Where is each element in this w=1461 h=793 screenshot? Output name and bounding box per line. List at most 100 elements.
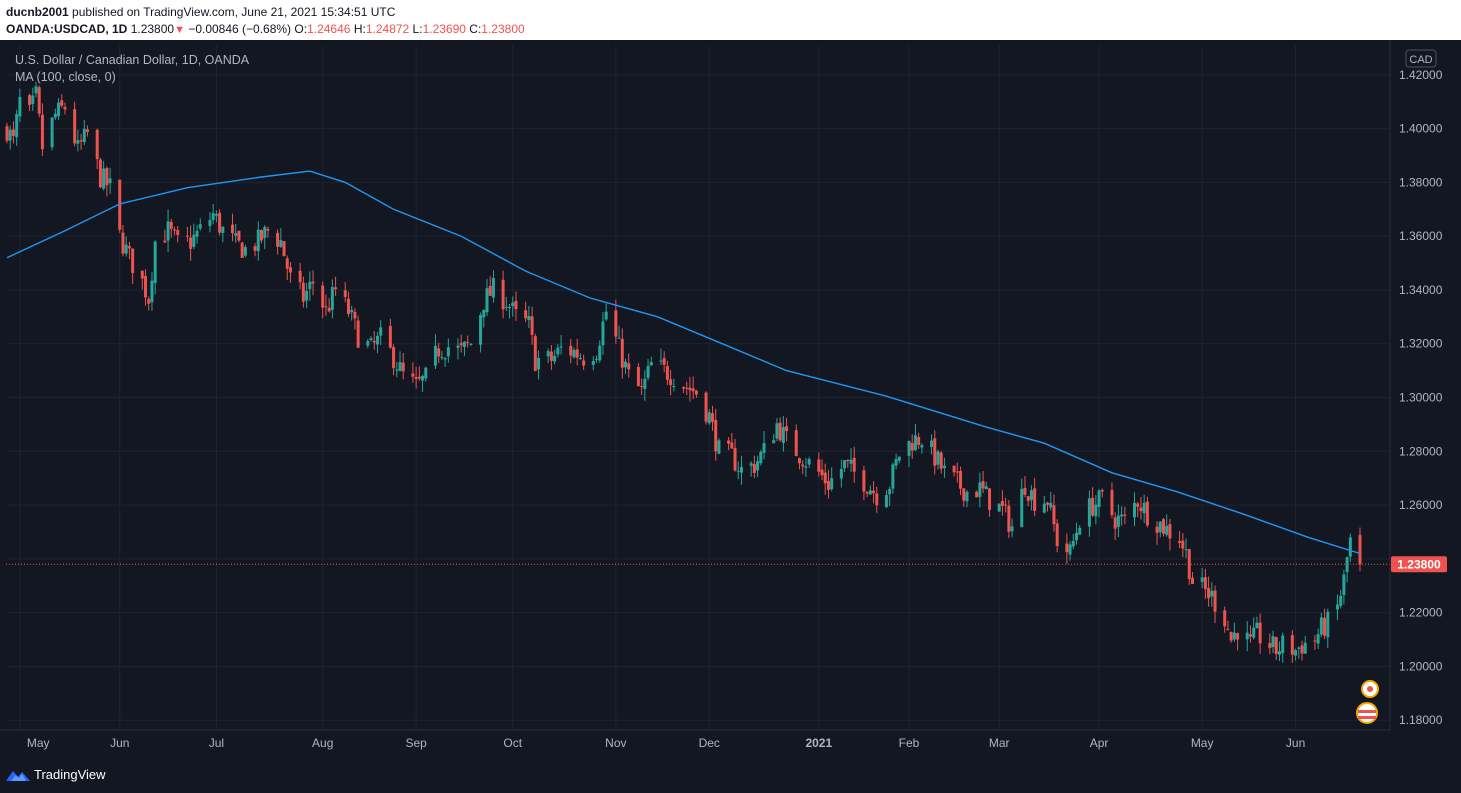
candle-148 [669,369,673,396]
candle-118 [533,333,537,372]
candle-210 [952,465,956,477]
candle-body [865,492,869,494]
candle-1 [8,125,12,150]
candle-177 [801,460,805,475]
candle-body [1033,488,1037,511]
candle-body [772,440,776,444]
x-tick-label-6: Nov [605,736,626,750]
candle-body [508,307,512,309]
candle-body [975,491,979,498]
candle-body [127,246,131,249]
y-tick-label-12: 1.42000 [1399,68,1443,82]
moving-average [6,170,1361,555]
candle-body [479,314,483,345]
candle-295 [1335,594,1339,621]
candle-41 [189,225,193,261]
candle-body [150,280,154,303]
candle-62 [282,241,286,257]
candle-body [537,357,541,370]
candle-body [446,347,450,357]
candle-body [913,435,917,451]
candle-110 [501,270,505,319]
y-tick-label-1: 1.20000 [1399,659,1443,673]
candle-body [421,376,425,381]
x-tick-label-1: Jun [110,736,129,750]
candle-body [1323,617,1327,636]
candle-body [1023,487,1027,495]
candle-body [778,422,782,441]
candle-282 [1274,636,1278,660]
candle-20 [95,128,99,170]
candle-body [1232,632,1236,640]
candle-28 [127,241,131,260]
candle-body [5,126,9,141]
indicator-label[interactable]: MA (100, close, 0) [15,70,116,84]
candle-0 [5,122,9,144]
y-tick-label-10: 1.38000 [1399,175,1443,189]
candle-body [959,470,963,489]
price-change: −0.00846 (−0.68%) [188,22,292,36]
candle-body [710,413,714,422]
candle-body [801,464,805,467]
candle-157 [710,405,714,431]
candle-43 [195,224,199,244]
y-tick-label-6: 1.30000 [1399,391,1443,405]
chart-area[interactable]: 1.23800 1.18000 1.20000 1.22000 1.26000 1.28… [0,40,1461,760]
x-tick-label-4: Sep [405,736,427,750]
candle-body [50,117,54,148]
candle-body [875,493,879,506]
tradingview-logo[interactable]: TradingView [6,767,106,782]
candle-294 [1326,608,1330,648]
event-markers[interactable] [1356,680,1379,724]
candle-250 [1133,492,1136,527]
candle-body [1110,490,1114,516]
candle-body [330,287,334,310]
author-name[interactable]: ducnb2001 [6,5,69,19]
candle-body [717,440,721,454]
low-label: L: [412,22,423,36]
x-tick-label-8: 2021 [805,736,832,750]
candle-body [524,310,528,319]
candle-32 [147,296,151,311]
candle-body [1071,540,1075,547]
candle-body [936,451,940,465]
candle-body [984,486,988,490]
candle-188 [849,448,853,472]
candle-body [1007,505,1011,532]
candle-body [60,100,64,106]
candle-body [682,387,685,389]
candle-body [820,469,824,476]
candle-body [1142,502,1146,514]
x-tick-label-9: Feb [899,736,920,750]
candle-body [1000,501,1004,506]
candle-141 [640,378,644,395]
candle-207 [936,449,940,470]
price-chart[interactable]: 1.23800 1.18000 1.20000 1.22000 1.26000 1.28… [0,40,1461,760]
candle-10 [50,116,54,151]
candle-body [346,298,350,314]
candle-120 [546,348,550,364]
candle-body [659,360,663,362]
candle-206 [933,430,937,475]
candle-body [256,229,260,252]
candle-134 [604,303,608,321]
us-flag-stripe-icon [1358,710,1376,713]
candle-292 [1319,612,1323,638]
candle-143 [646,358,650,381]
candle-272 [1229,631,1233,643]
candle-body [375,335,379,345]
candle-body [530,316,534,335]
candle-body [1290,635,1294,655]
candle-94 [424,366,428,382]
candle-45 [208,211,212,233]
candle-108 [488,276,492,297]
candle-body [627,363,631,370]
candle-body [28,95,32,105]
candle-187 [846,459,850,468]
candle-body [643,378,647,389]
candle-52 [237,230,241,243]
candle-242 [1094,495,1098,525]
candle-261 [1181,533,1185,558]
candle-body [401,362,405,372]
candle-body [218,212,222,233]
